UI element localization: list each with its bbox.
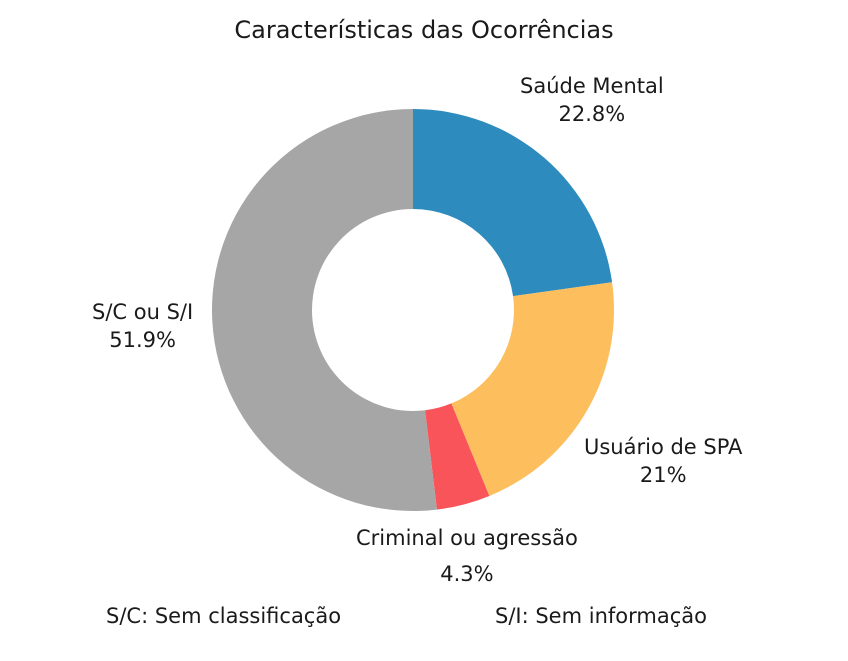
slice-label-saude-mental: Saúde Mental 22.8%	[520, 72, 664, 128]
slice-label-sc-si: S/C ou S/I 51.9%	[92, 298, 193, 354]
slice-label-criminal: Criminal ou agressão 4.3%	[356, 520, 578, 592]
slice-name: Criminal ou agressão	[356, 526, 578, 550]
slice-name: S/C ou S/I	[92, 300, 194, 324]
footnote-si: S/I: Sem informação	[495, 604, 707, 628]
donut-slice-3	[211, 109, 437, 511]
slice-percent: 21%	[639, 463, 687, 487]
slice-percent: 22.8%	[558, 102, 626, 126]
footnote-sc: S/C: Sem classificação	[106, 604, 342, 628]
donut-slice-0	[413, 109, 613, 297]
chart-title: Características das Ocorrências	[234, 16, 614, 44]
donut-slice-2	[425, 403, 490, 510]
donut-slice-1	[451, 282, 614, 496]
slice-name: Saúde Mental	[520, 74, 664, 98]
slice-label-usuario-spa: Usuário de SPA 21%	[584, 433, 742, 489]
slice-name: Usuário de SPA	[584, 435, 743, 459]
slice-percent: 51.9%	[109, 328, 176, 352]
slice-percent: 4.3%	[440, 562, 494, 586]
